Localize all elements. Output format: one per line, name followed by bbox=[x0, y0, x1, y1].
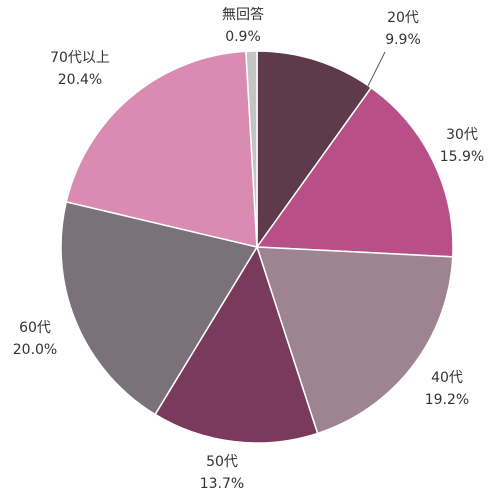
slice-label: 20代 bbox=[387, 10, 419, 26]
pie-slice bbox=[255, 246, 454, 435]
slice-label: 30代 bbox=[446, 127, 478, 143]
slice-label: 50代 bbox=[206, 454, 238, 470]
slice-label: 無回答 bbox=[222, 6, 264, 23]
slice-value: 15.9% bbox=[440, 149, 484, 165]
pie-slice bbox=[256, 50, 373, 250]
pie-slice bbox=[60, 200, 259, 416]
leader-line bbox=[364, 51, 386, 93]
slice-value: 19.2% bbox=[425, 392, 469, 408]
slice-value: 0.9% bbox=[225, 29, 261, 45]
slice-value: 20.4% bbox=[58, 72, 102, 88]
pie-slice bbox=[154, 245, 319, 444]
slice-label: 40代 bbox=[431, 370, 463, 386]
pie-slice bbox=[65, 50, 258, 248]
slice-value: 9.9% bbox=[385, 32, 421, 48]
pie-slice bbox=[255, 86, 454, 258]
slice-label: 60代 bbox=[19, 320, 51, 336]
pie-slice bbox=[245, 50, 258, 248]
slice-value: 13.7% bbox=[200, 476, 244, 492]
slice-value: 20.0% bbox=[13, 342, 57, 358]
slice-label: 70代以上 bbox=[50, 50, 110, 66]
